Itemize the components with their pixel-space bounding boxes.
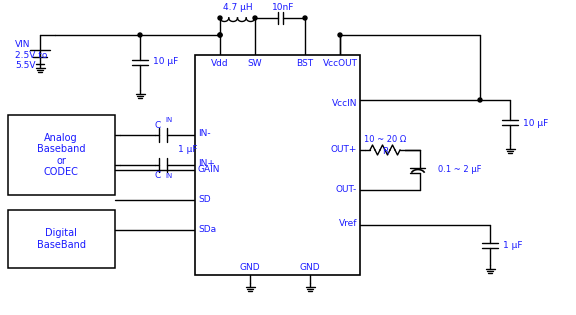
Circle shape [253, 16, 257, 20]
Text: IN-: IN- [198, 129, 211, 139]
Text: IN+: IN+ [198, 159, 215, 169]
Text: SDa: SDa [198, 225, 216, 233]
Text: Analog
Baseband
or
CODEC: Analog Baseband or CODEC [37, 133, 85, 177]
Bar [195, 55, 360, 275]
Circle shape [138, 33, 142, 37]
Bar [8, 210, 115, 268]
Text: IN: IN [165, 173, 172, 179]
Text: VccOUT: VccOUT [323, 59, 358, 67]
Text: OUT+: OUT+ [331, 145, 357, 153]
Text: C: C [155, 170, 161, 180]
Text: Digital
BaseBand: Digital BaseBand [36, 228, 85, 250]
Text: SD: SD [198, 194, 211, 203]
Text: 10 µF: 10 µF [153, 58, 178, 66]
Text: C: C [155, 121, 161, 129]
Circle shape [303, 16, 307, 20]
Text: 1 µF: 1 µF [503, 240, 522, 249]
Text: 10 ~ 20 Ω: 10 ~ 20 Ω [364, 135, 406, 145]
Circle shape [218, 33, 222, 37]
Text: R: R [382, 146, 388, 156]
Text: Vdd: Vdd [211, 59, 229, 67]
Text: 10nF: 10nF [272, 3, 294, 13]
Text: GND: GND [300, 262, 320, 272]
Text: VccIN: VccIN [332, 100, 357, 108]
Text: GND: GND [240, 262, 260, 272]
Text: 0.1 ~ 2 µF: 0.1 ~ 2 µF [438, 165, 482, 175]
Circle shape [338, 33, 342, 37]
Circle shape [218, 16, 222, 20]
Circle shape [478, 98, 482, 102]
Text: 4.7 µH: 4.7 µH [223, 3, 252, 13]
Text: OUT-: OUT- [336, 185, 357, 193]
Bar [8, 115, 115, 195]
Text: 10 µF: 10 µF [523, 118, 548, 128]
Text: 1 µF: 1 µF [178, 146, 198, 154]
Text: Vref: Vref [339, 220, 357, 228]
Text: VIN
2.5V to
5.5V: VIN 2.5V to 5.5V [15, 40, 47, 70]
Text: SW: SW [248, 59, 262, 67]
Text: BST: BST [297, 59, 313, 67]
Text: IN: IN [165, 117, 172, 123]
Circle shape [218, 33, 222, 37]
Text: GAIN: GAIN [198, 164, 221, 174]
